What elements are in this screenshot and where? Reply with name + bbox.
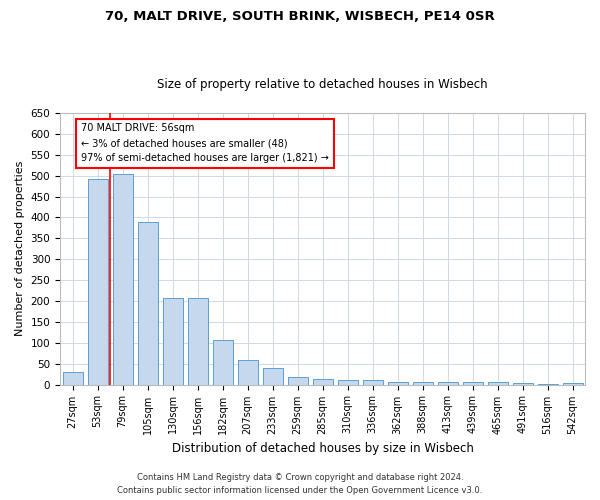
Text: 70 MALT DRIVE: 56sqm
← 3% of detached houses are smaller (48)
97% of semi-detach: 70 MALT DRIVE: 56sqm ← 3% of detached ho… [81,124,329,163]
Bar [463,382,482,384]
Text: 70, MALT DRIVE, SOUTH BRINK, WISBECH, PE14 0SR: 70, MALT DRIVE, SOUTH BRINK, WISBECH, PE… [105,10,495,23]
Bar [413,382,433,384]
Bar [313,378,332,384]
Bar [388,382,407,384]
Bar [437,382,458,384]
Bar [488,382,508,384]
Text: Contains HM Land Registry data © Crown copyright and database right 2024.
Contai: Contains HM Land Registry data © Crown c… [118,474,482,495]
Bar [362,380,383,384]
Bar [137,222,158,384]
Y-axis label: Number of detached properties: Number of detached properties [15,161,25,336]
Bar [338,380,358,384]
Title: Size of property relative to detached houses in Wisbech: Size of property relative to detached ho… [157,78,488,91]
Bar [563,383,583,384]
X-axis label: Distribution of detached houses by size in Wisbech: Distribution of detached houses by size … [172,442,473,455]
Bar [113,174,133,384]
Bar [188,298,208,384]
Bar [88,179,107,384]
Bar [212,340,233,384]
Bar [238,360,257,384]
Bar [163,298,182,384]
Bar [287,377,308,384]
Bar [263,368,283,384]
Bar [62,372,83,384]
